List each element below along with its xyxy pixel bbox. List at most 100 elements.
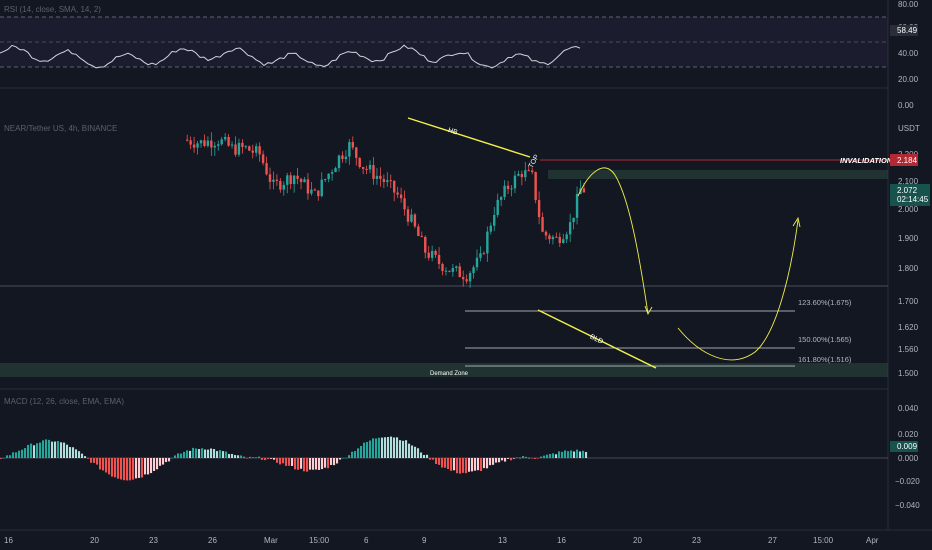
rsi-title: RSI (14, close, SMA, 14, 2) — [4, 5, 101, 14]
macd-bar — [399, 440, 402, 458]
macd-bar — [447, 458, 450, 469]
projection-down-curve[interactable] — [577, 167, 649, 315]
macd-bar — [372, 438, 375, 458]
demand-zone-label: Demand Zone — [430, 371, 469, 377]
candle-body — [437, 254, 441, 264]
candle-body — [217, 144, 220, 146]
candle-body — [375, 175, 379, 179]
candle-body — [282, 184, 285, 190]
candle-body — [565, 234, 568, 240]
candle-body — [568, 222, 572, 235]
candle-body — [510, 188, 513, 190]
candle-body — [210, 140, 213, 148]
candle-body — [399, 194, 403, 199]
macd-bar — [84, 456, 87, 458]
macd-current-value: 0.009 — [897, 442, 918, 451]
macd-bar — [21, 449, 24, 458]
macd-bar — [99, 458, 102, 470]
candle-body — [430, 250, 434, 258]
price-scale[interactable]: 80.00 60.00 40.00 20.00 0.00 58.49 USDT … — [890, 0, 930, 510]
invalidation-label: INVALIDATION — [840, 156, 893, 165]
candle-body — [234, 144, 237, 155]
candle-body — [241, 142, 244, 147]
macd-bar — [480, 458, 483, 472]
macd-bar — [63, 442, 66, 458]
candle-body — [255, 146, 258, 153]
candle-body — [451, 267, 455, 272]
macd-bar — [357, 448, 360, 458]
macd-bar — [327, 458, 330, 469]
candle-body — [344, 156, 348, 160]
candle-body — [324, 179, 327, 181]
macd-bar — [174, 455, 177, 458]
candle-body — [268, 174, 272, 182]
candle-body — [489, 225, 492, 232]
candle-body — [368, 164, 372, 170]
candle-body — [551, 236, 555, 240]
macd-bar — [363, 442, 366, 458]
macd-bar — [510, 458, 513, 461]
macd-bar — [567, 451, 570, 458]
candle-body — [572, 217, 575, 223]
candle-body — [189, 140, 192, 145]
hb-trendline[interactable] — [407, 117, 531, 158]
time-axis[interactable]: 16 20 23 26 Mar 15:00 6 9 13 16 20 23 27… — [4, 536, 879, 545]
candle-body — [475, 257, 479, 268]
macd-bar — [468, 458, 471, 472]
candle-body — [365, 168, 368, 170]
macd-bar — [51, 441, 54, 458]
macd-bar — [135, 458, 138, 479]
macd-bar — [108, 458, 111, 475]
candle-body — [313, 189, 317, 191]
macd-bar — [144, 458, 147, 475]
macd-pane[interactable]: MACD (12, 26, close, EMA, EMA) — [0, 397, 888, 481]
macd-bar — [336, 458, 339, 464]
price-title: NEAR/Tether US, 4h, BINANCE — [4, 124, 117, 133]
candle-body — [296, 175, 299, 179]
macd-bar — [426, 454, 429, 458]
macd-bar — [573, 451, 576, 458]
macd-bar — [570, 450, 573, 458]
macd-scale-0020: 0.020 — [898, 430, 919, 439]
macd-bar — [201, 448, 204, 458]
macd-bar — [504, 458, 507, 462]
price-scale-1620: 1.620 — [898, 323, 919, 332]
candle-body — [206, 140, 210, 146]
macd-bar — [315, 458, 318, 470]
candle-body — [465, 279, 468, 282]
candle-body — [417, 226, 420, 236]
macd-bar — [540, 456, 543, 458]
projection-up-curve[interactable] — [677, 219, 799, 361]
price-pane[interactable]: HB TOP BLD 123.60%(1.675) 150.00%(1.565)… — [0, 117, 893, 377]
macd-bar — [462, 458, 465, 473]
macd-bar — [438, 458, 441, 465]
time-tick-13: 15:00 — [813, 536, 834, 545]
candle-body — [517, 173, 520, 176]
macd-bar — [513, 458, 516, 459]
rsi-pane[interactable]: RSI (14, close, SMA, 14, 2) — [0, 5, 888, 69]
candle-body — [389, 180, 392, 182]
price-scale-1560: 1.560 — [898, 345, 919, 354]
macd-bar — [132, 458, 135, 480]
candle-body — [192, 144, 196, 148]
macd-bar — [180, 453, 183, 458]
macd-bar — [312, 458, 315, 470]
macd-bar — [261, 458, 264, 460]
candlestick-series — [186, 132, 586, 288]
macd-bar — [369, 440, 372, 458]
candle-body — [372, 164, 375, 179]
bld-trendline[interactable] — [537, 309, 657, 369]
macd-bar — [528, 457, 531, 459]
macd-bar — [423, 454, 426, 458]
macd-bar — [198, 449, 201, 458]
candle-body — [275, 179, 279, 181]
rsi-scale-20: 20.00 — [898, 75, 919, 84]
macd-bar — [585, 451, 588, 458]
macd-bar — [78, 451, 81, 458]
price-scale-1500: 1.500 — [898, 369, 919, 378]
candle-body — [279, 180, 282, 190]
candle-body — [468, 273, 472, 282]
candle-body — [575, 193, 579, 218]
macd-bar — [381, 437, 384, 458]
